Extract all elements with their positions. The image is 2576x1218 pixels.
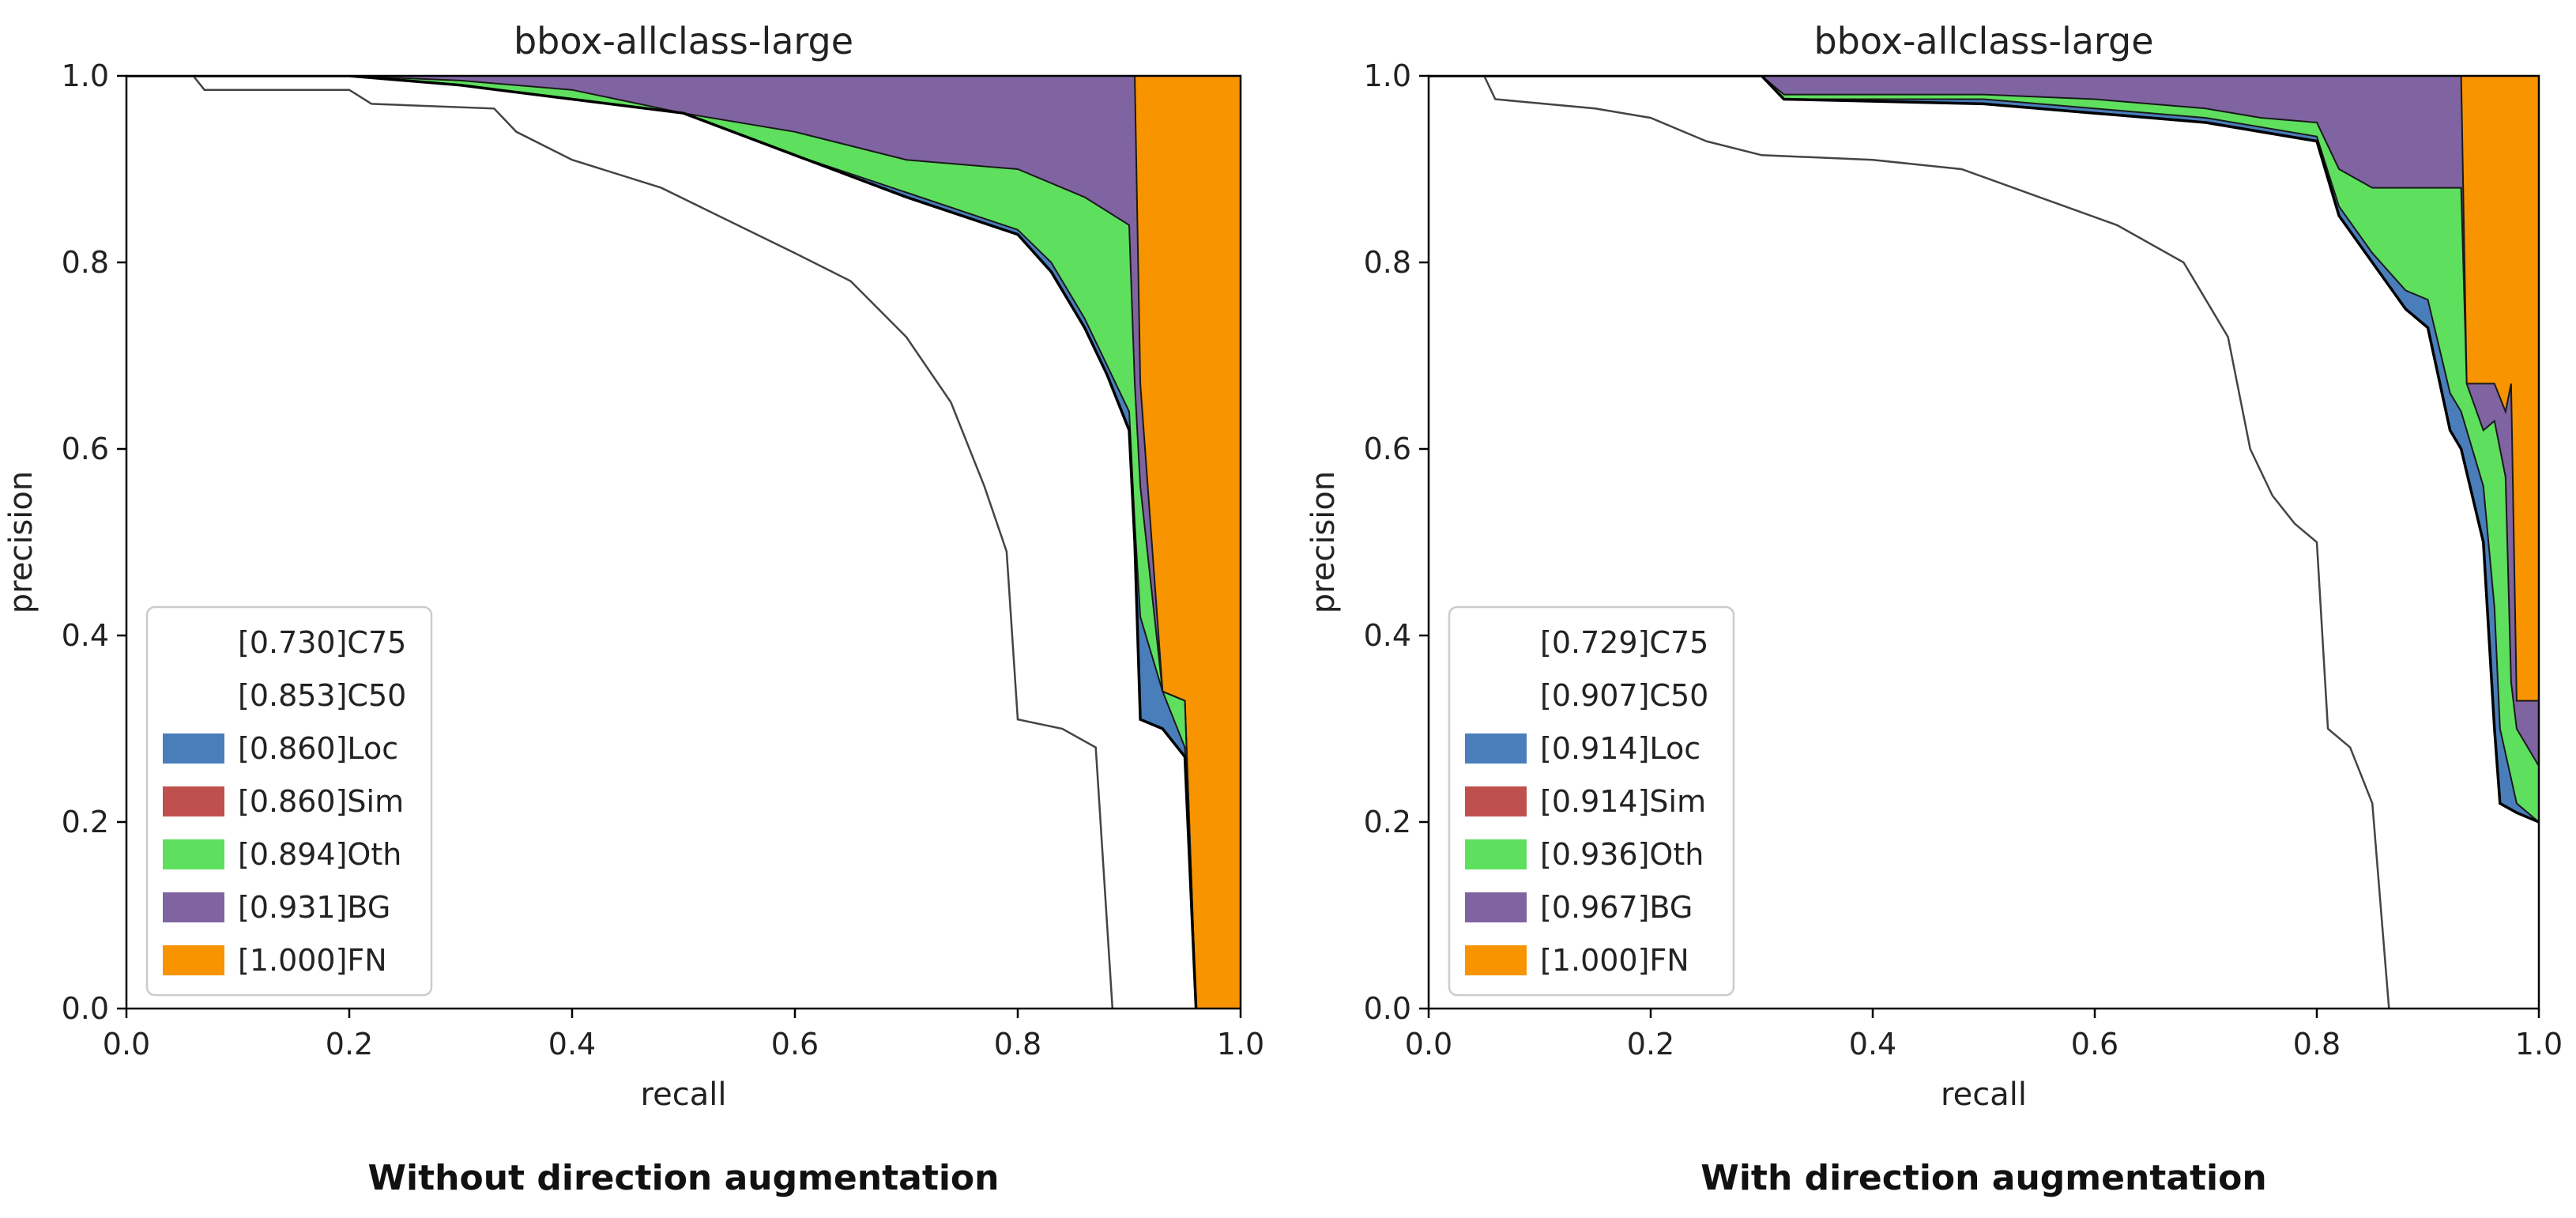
line-c50 <box>1429 76 2539 824</box>
y-tick-label: 0.2 <box>62 805 109 839</box>
legend-label: [1.000]FN <box>1540 943 1689 978</box>
legend-swatch <box>163 945 224 975</box>
axes-frame <box>1427 74 2540 1010</box>
axes-frame <box>125 74 1242 1010</box>
legend-label: [0.730]C75 <box>238 625 406 660</box>
legend-swatch <box>1465 945 1527 975</box>
legend: [0.729]C75 [0.907]C50 [0.914]Loc [0.914]Sim… <box>1448 605 1735 997</box>
line-oth <box>126 76 1197 1009</box>
legend-label: [0.936]Oth <box>1540 837 1704 872</box>
y-tick-label: 0.6 <box>62 432 109 466</box>
y-tick-label: 0.4 <box>62 618 109 653</box>
figure-caption: Without direction augmentation <box>368 1158 1000 1198</box>
figure-caption: With direction augmentation <box>1700 1158 2266 1198</box>
legend-label: [0.967]BG <box>1540 890 1693 925</box>
legend-label: [0.860]Loc <box>238 731 398 766</box>
line-c50 <box>126 76 1198 1009</box>
legend-swatch <box>163 892 224 922</box>
x-tick-label: 0.8 <box>994 1027 1041 1062</box>
line-c75 <box>126 76 1114 1009</box>
legend-swatch <box>1465 839 1527 869</box>
legend-swatch <box>163 733 224 764</box>
y-tick-label: 0.8 <box>62 245 109 280</box>
x-tick-label: 0.2 <box>1627 1027 1674 1062</box>
y-tick-label: 0.0 <box>1364 991 1411 1026</box>
x-axis-label: recall <box>1941 1077 2027 1113</box>
x-tick-label: 0.4 <box>1849 1027 1896 1062</box>
line-loc <box>1429 76 2539 823</box>
x-tick-label: 0.6 <box>771 1027 819 1062</box>
legend-label: [0.894]Oth <box>238 837 401 872</box>
chart-title: bbox-allclass-large <box>514 20 853 62</box>
x-tick-label: 0.6 <box>2071 1027 2118 1062</box>
legend-swatch <box>1465 786 1527 816</box>
x-tick-label: 0.8 <box>2293 1027 2341 1062</box>
x-tick-label: 0.0 <box>1405 1027 1452 1062</box>
x-tick-label: 1.0 <box>1217 1027 1264 1062</box>
chart-panel-1: 0.0 0.2 0.4 0.6 0.8 1.0 0.0 0.2 0.4 0.6 0.8 1.0 bbox… <box>3 20 1264 1198</box>
legend: [0.730]C75 [0.853]C50 [0.860]Loc [0.860]Sim… <box>145 605 433 997</box>
legend-label: [0.729]C75 <box>1540 625 1708 660</box>
legend-label: [1.000]FN <box>238 943 387 978</box>
legend-label: [0.931]BG <box>238 890 390 925</box>
line-oth <box>1429 76 2539 767</box>
y-axis-label: precision <box>1305 471 1342 613</box>
x-axis-label: recall <box>641 1077 727 1113</box>
line-c75 <box>1429 76 2390 1009</box>
y-axis-label: precision <box>3 471 40 613</box>
legend-label: [0.914]Sim <box>1540 784 1706 819</box>
chart-panel-2: 0.0 0.2 0.4 0.6 0.8 1.0 0.0 0.2 0.4 0.6 0.8 1.0 bbox… <box>1305 20 2563 1198</box>
legend-swatch <box>1465 733 1527 764</box>
legend-swatch <box>163 786 224 816</box>
legend-label: [0.853]C50 <box>238 678 406 713</box>
y-tick-label: 0.4 <box>1364 618 1411 653</box>
legend-label: [0.914]Loc <box>1540 731 1700 766</box>
legend-swatch <box>163 839 224 869</box>
x-tick-label: 0.4 <box>548 1027 596 1062</box>
y-tick-label: 0.0 <box>62 991 109 1026</box>
y-tick-label: 0.2 <box>1364 805 1411 839</box>
x-tick-label: 0.0 <box>103 1027 150 1062</box>
line-bg <box>1429 76 2539 702</box>
y-tick-label: 0.6 <box>1364 432 1411 466</box>
y-tick-label: 1.0 <box>1364 58 1411 93</box>
y-tick-label: 1.0 <box>62 58 109 93</box>
legend-swatch <box>1465 892 1527 922</box>
y-tick-label: 0.8 <box>1364 245 1411 280</box>
legend-label: [0.860]Sim <box>238 784 404 819</box>
legend-label: [0.907]C50 <box>1540 678 1708 713</box>
x-tick-label: 1.0 <box>2515 1027 2563 1062</box>
chart-title: bbox-allclass-large <box>1813 20 2153 62</box>
x-tick-label: 0.2 <box>326 1027 373 1062</box>
